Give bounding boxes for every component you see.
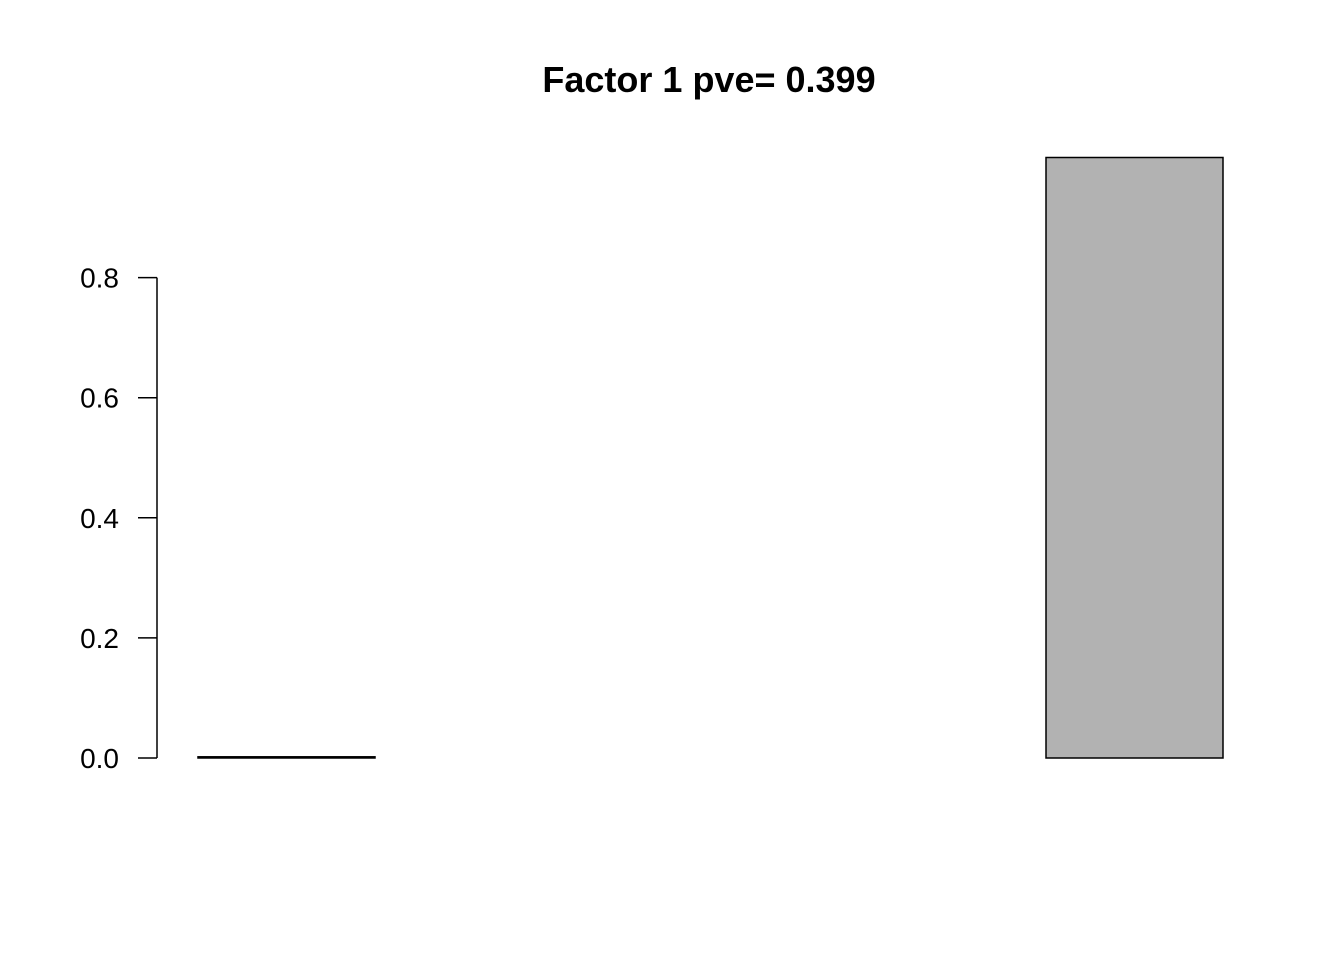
y-tick-label: 0.6: [80, 383, 119, 414]
bars: [197, 156, 1224, 759]
y-axis: 0.0 0.2 0.4 0.6 0.8: [80, 263, 158, 774]
bar-1: [197, 756, 376, 759]
bar-5: [1045, 156, 1224, 759]
y-tick-label: 0.8: [80, 263, 119, 294]
y-tick-label: 0.0: [80, 743, 119, 774]
y-tick-label: 0.2: [80, 623, 119, 654]
chart-title: Factor 1 pve= 0.399: [542, 59, 875, 100]
y-tick-label: 0.4: [80, 503, 119, 534]
